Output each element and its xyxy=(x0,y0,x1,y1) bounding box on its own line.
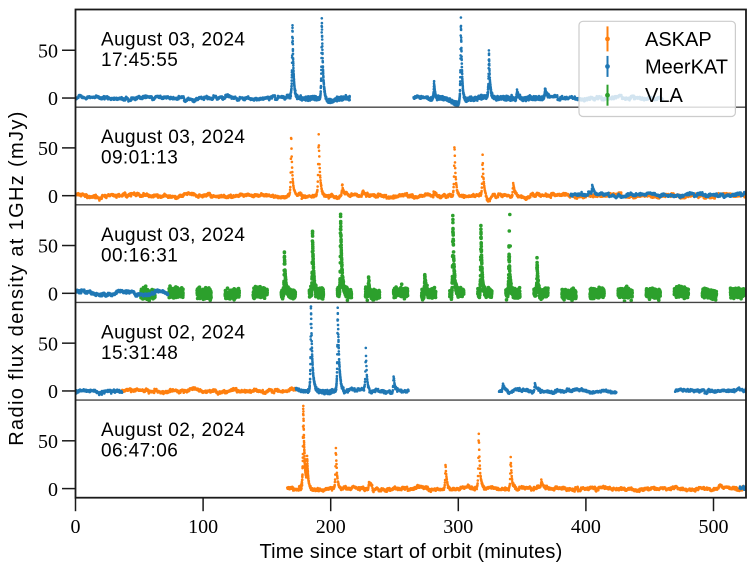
svg-text:August 03, 2024: August 03, 2024 xyxy=(101,30,245,51)
svg-text:100: 100 xyxy=(188,516,218,538)
svg-text:50: 50 xyxy=(38,40,58,62)
svg-text:500: 500 xyxy=(699,516,729,538)
svg-text:0: 0 xyxy=(48,186,58,208)
svg-text:Time since start of orbit (min: Time since start of orbit (minutes) xyxy=(259,541,562,563)
svg-text:300: 300 xyxy=(443,516,473,538)
svg-text:09:01:13: 09:01:13 xyxy=(101,148,178,169)
svg-text:50: 50 xyxy=(38,236,58,258)
svg-text:August 02, 2024: August 02, 2024 xyxy=(101,322,245,343)
svg-text:50: 50 xyxy=(38,138,58,160)
svg-text:0: 0 xyxy=(48,88,58,110)
svg-text:Radio flux density at 1GHz (mJ: Radio flux density at 1GHz (mJy) xyxy=(6,110,28,446)
svg-text:August 03, 2024: August 03, 2024 xyxy=(101,225,245,246)
svg-text:200: 200 xyxy=(316,516,346,538)
svg-text:0: 0 xyxy=(71,516,81,538)
svg-text:0: 0 xyxy=(48,284,58,306)
svg-text:August 03, 2024: August 03, 2024 xyxy=(101,127,245,148)
svg-text:400: 400 xyxy=(571,516,601,538)
svg-text:0: 0 xyxy=(48,479,58,501)
svg-text:50: 50 xyxy=(38,431,58,453)
svg-text:ASKAP: ASKAP xyxy=(645,29,712,51)
svg-text:00:16:31: 00:16:31 xyxy=(101,245,178,266)
svg-text:17:45:55: 17:45:55 xyxy=(101,50,178,71)
svg-text:August 02, 2024: August 02, 2024 xyxy=(101,420,245,441)
svg-text:50: 50 xyxy=(38,333,58,355)
svg-text:MeerKAT: MeerKAT xyxy=(645,56,728,78)
svg-text:0: 0 xyxy=(48,381,58,403)
svg-text:15:31:48: 15:31:48 xyxy=(101,343,178,364)
svg-text:VLA: VLA xyxy=(645,85,683,107)
svg-text:06:47:06: 06:47:06 xyxy=(101,441,178,462)
